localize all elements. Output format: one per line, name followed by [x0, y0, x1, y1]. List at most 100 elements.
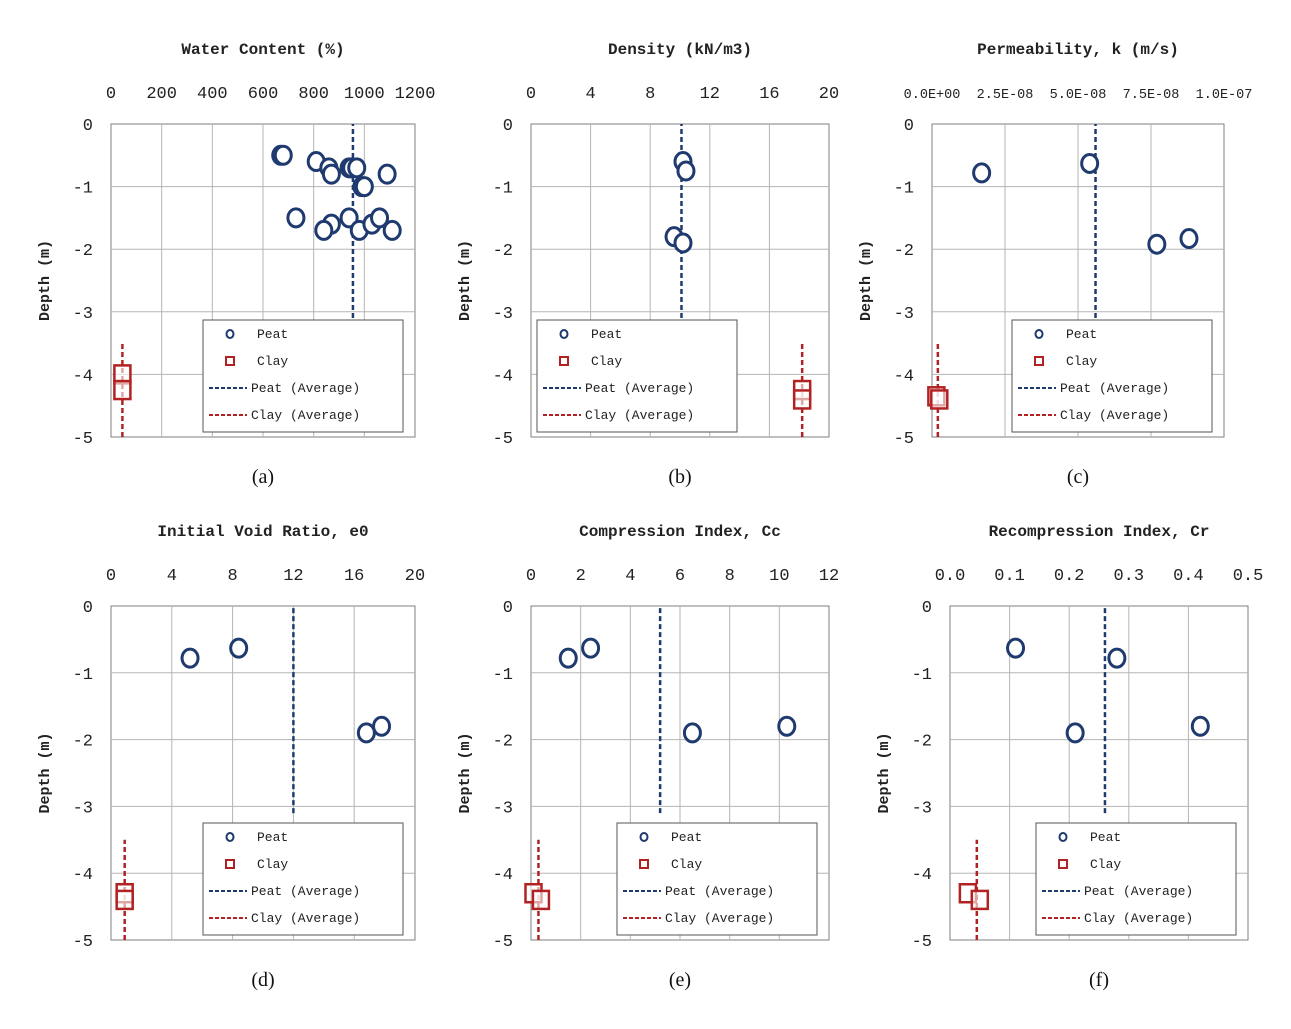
- chart-title: Recompression Index, Cr: [989, 523, 1210, 541]
- y-tick-label: -1: [73, 666, 93, 685]
- y-tick-label: 0: [904, 117, 914, 136]
- x-tick-label: 1.0E-07: [1196, 88, 1253, 103]
- y-tick-label: 0: [83, 117, 93, 136]
- chart-title: Permeability, k (m/s): [977, 41, 1179, 59]
- legend-clay-marker: [1058, 859, 1068, 869]
- x-tick-label: 12: [700, 85, 720, 104]
- chart-panel-6: 0.0 0.1 0.2 0.3 0.4 0.5 0 -1 -2 -3 -4 -5 Recompressi…: [876, 523, 1263, 991]
- peat-point: [558, 647, 578, 669]
- x-tick-label: 4: [625, 567, 635, 586]
- x-tick-label: 600: [248, 85, 279, 104]
- x-tick-label: 12: [283, 567, 303, 586]
- legend-entry: Peat (Average): [1084, 884, 1193, 899]
- y-tick-label: -3: [73, 799, 93, 818]
- clay-point: [113, 379, 132, 401]
- peat-point: [273, 144, 293, 166]
- y-axis-label: Depth (m): [457, 732, 474, 813]
- y-tick-label: -2: [493, 242, 513, 261]
- panel-caption: (f): [1089, 969, 1109, 991]
- legend-entry: Clay: [1066, 354, 1097, 369]
- legend: Peat Clay Peat (Average) Clay (Average): [202, 822, 404, 936]
- y-tick-label: -2: [493, 733, 513, 752]
- peat-point: [347, 157, 367, 179]
- clay-point: [115, 889, 134, 911]
- y-tick-label: -2: [912, 733, 932, 752]
- legend-entry: Peat (Average): [585, 381, 694, 396]
- y-tick-label: -5: [493, 430, 513, 449]
- legend: Peat Clay Peat (Average) Clay (Average): [202, 319, 404, 433]
- y-tick-label: -4: [73, 866, 93, 885]
- y-tick-label: -3: [493, 305, 513, 324]
- chart-panel-4: 0 4 8 12 16 20 0 -1 -2 -3 -4 -5 Initial Void Ratio, …: [37, 523, 425, 991]
- x-tick-label: 5.0E-08: [1050, 88, 1107, 103]
- y-tick-label: -5: [894, 430, 914, 449]
- y-tick-label: -2: [73, 733, 93, 752]
- legend-peat-marker: [225, 832, 235, 842]
- y-tick-label: 0: [503, 117, 513, 136]
- x-tick-label: 0.2: [1054, 567, 1085, 586]
- x-tick-label: 0.0: [935, 567, 966, 586]
- y-tick-label: -3: [894, 305, 914, 324]
- legend-entry: Peat: [1090, 830, 1121, 845]
- x-tick-label: 1000: [344, 85, 385, 104]
- x-tick-label: 10: [769, 567, 789, 586]
- peat-point: [1179, 228, 1199, 250]
- x-tick-label: 0: [106, 85, 116, 104]
- x-tick-label: 800: [298, 85, 329, 104]
- legend-entry: Clay: [671, 857, 702, 872]
- legend-clay-marker: [639, 859, 649, 869]
- peat-point: [354, 176, 374, 198]
- legend-peat-marker: [559, 329, 569, 339]
- legend-clay-marker: [1034, 356, 1044, 366]
- chart-panel-1: 0 200 400 600 800 1000 1200 0 -1 -2 -3 -4 -5 Water Co…: [37, 41, 435, 488]
- panel-caption: (c): [1067, 466, 1089, 488]
- legend-entry: Clay (Average): [251, 911, 360, 926]
- y-tick-label: -1: [894, 180, 914, 199]
- legend-entry: Peat: [591, 327, 622, 342]
- peat-point: [1006, 637, 1026, 659]
- chart-panel-3: 0.0E+00 2.5E-08 5.0E-08 7.5E-08 1.0E-07 0 -1 -2…: [858, 41, 1252, 488]
- chart-title: Compression Index, Cc: [579, 523, 781, 541]
- peat-point: [382, 219, 402, 241]
- legend-entry: Clay (Average): [1084, 911, 1193, 926]
- peat-point: [1190, 715, 1210, 737]
- legend-clay-marker: [225, 356, 235, 366]
- peat-point: [372, 715, 392, 737]
- peat-point: [682, 722, 702, 744]
- y-tick-label: -4: [894, 367, 914, 386]
- clay-point: [930, 389, 949, 410]
- peat-point: [676, 160, 696, 182]
- y-tick-label: 0: [922, 599, 932, 618]
- legend: Peat Clay Peat (Average) Clay (Average): [616, 822, 818, 936]
- y-axis-label: Depth (m): [37, 240, 54, 321]
- y-tick-label: -5: [912, 933, 932, 952]
- y-tick-label: -4: [73, 367, 93, 386]
- legend-entry: Peat (Average): [251, 884, 360, 899]
- x-tick-label: 1200: [395, 85, 436, 104]
- peat-point: [321, 163, 341, 185]
- legend-peat-marker: [1058, 832, 1068, 842]
- x-tick-label: 8: [227, 567, 237, 586]
- legend-entry: Clay: [1090, 857, 1121, 872]
- x-tick-label: 16: [759, 85, 779, 104]
- legend-box: [1035, 822, 1237, 936]
- clay-point: [792, 389, 812, 410]
- peat-point: [673, 232, 693, 254]
- legend-box: [536, 319, 738, 433]
- legend-entry: Peat: [257, 327, 288, 342]
- y-tick-label: -1: [912, 666, 932, 685]
- x-tick-label: 8: [645, 85, 655, 104]
- legend-entry: Clay: [257, 354, 288, 369]
- x-tick-label: 7.5E-08: [1123, 88, 1180, 103]
- y-tick-label: -2: [73, 242, 93, 261]
- x-tick-label: 200: [146, 85, 177, 104]
- legend-entry: Peat: [257, 830, 288, 845]
- chart-panel-5: 0 2 4 6 8 10 12 0 -1 -2 -3 -4 -5 Compression Index, C…: [457, 523, 839, 991]
- peat-point: [377, 163, 397, 185]
- legend-box: [1011, 319, 1213, 433]
- peat-point: [314, 219, 334, 241]
- y-axis-label: Depth (m): [37, 732, 54, 813]
- y-tick-label: -1: [493, 666, 513, 685]
- y-tick-label: -5: [73, 933, 93, 952]
